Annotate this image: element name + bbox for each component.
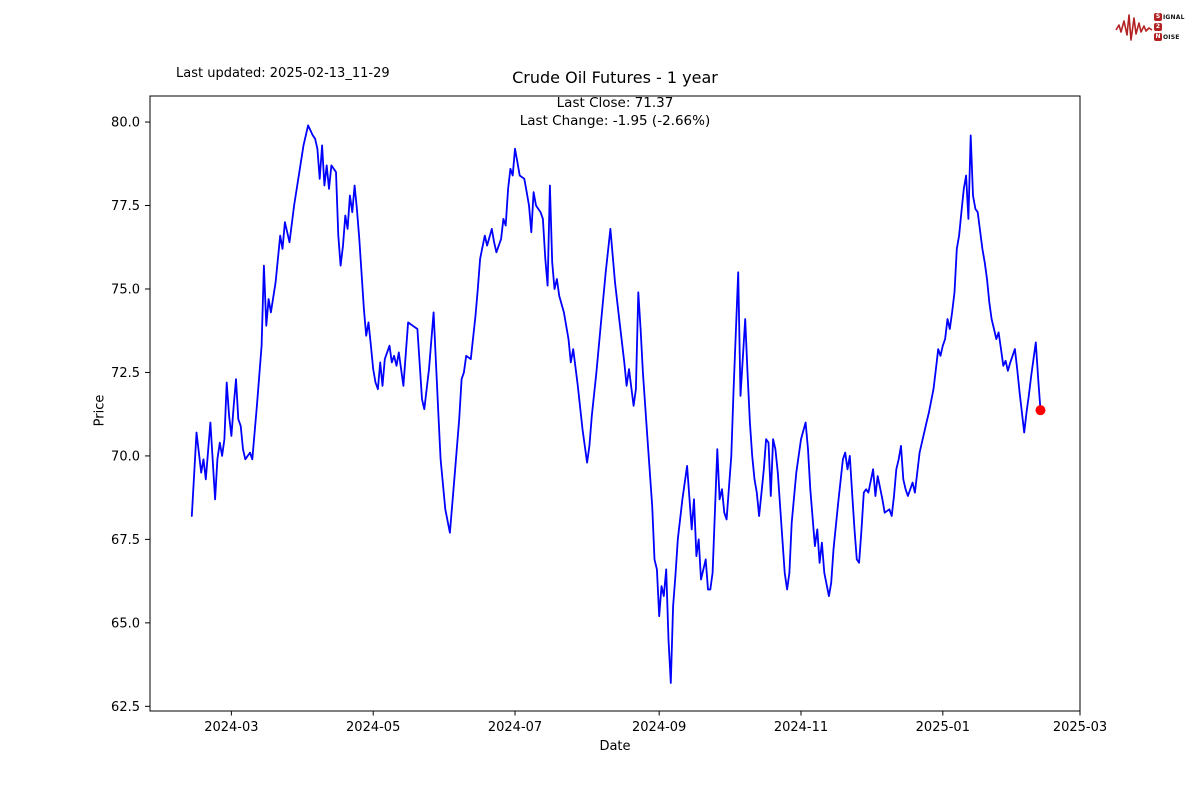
last-close-text: Last Close: 71.37 [556,95,674,111]
x-tick-label: 2025-01 [916,720,970,735]
logo-letterbox-s: S [1154,13,1162,21]
x-tick-label: 2024-09 [632,720,686,735]
x-tick-label: 2024-07 [488,720,542,735]
plot-frame [149,95,1081,712]
y-tick-label: 77.5 [111,199,140,214]
x-tick-label: 2024-03 [204,720,258,735]
signal2noise-logo: S IGNAL 2 N OISE [1115,6,1190,48]
y-tick-label: 80.0 [111,116,140,131]
logo-row-noise: N OISE [1154,33,1180,41]
last-close-dot [1035,405,1046,416]
y-tick-label: 62.5 [111,700,140,715]
waveform-icon [1115,14,1153,41]
logo-letterbox-n: N [1154,33,1162,41]
x-tick-label: 2025-03 [1053,720,1107,735]
logo-letterbox-2: 2 [1154,23,1162,31]
x-tick-label: 2024-11 [774,720,828,735]
y-tick-label: 75.0 [111,282,140,297]
logo-row-signal: S IGNAL [1154,13,1185,21]
x-axis-label: Date [599,739,631,754]
y-tick-label: 67.5 [111,533,140,548]
chart-title: Crude Oil Futures - 1 year [512,68,718,87]
y-tick-label: 72.5 [111,366,140,381]
y-tick-label: 70.0 [111,449,140,464]
y-tick-label: 65.0 [111,616,140,631]
last-change-text: Last Change: -1.95 (-2.66%) [519,113,711,129]
logo-row-2: 2 [1154,23,1185,32]
x-tick-label: 2024-05 [346,720,400,735]
price-line [190,124,1042,684]
last-updated-text: Last updated: 2025-02-13_11-29 [176,66,390,81]
logo-text: S IGNAL 2 N OISE [1154,13,1185,42]
